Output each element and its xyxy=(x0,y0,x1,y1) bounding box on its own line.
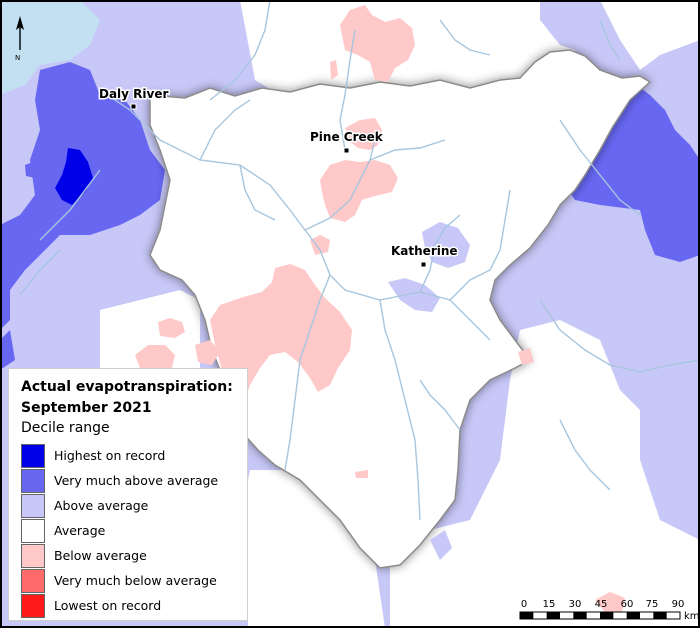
north-arrow-icon xyxy=(16,16,24,50)
legend-swatch-very-much-above xyxy=(21,468,45,493)
daly-river-marker xyxy=(130,103,137,110)
legend-label-below: Below average xyxy=(54,548,147,563)
legend-label-very-much-above: Very much above average xyxy=(54,473,219,488)
daly-river-label: Daly River xyxy=(99,87,168,101)
below-average-west-1 xyxy=(158,318,185,338)
legend-swatch-very-much-below xyxy=(21,568,45,593)
north-label: N xyxy=(15,54,20,62)
very-much-above-average-southwest xyxy=(0,330,15,370)
legend-item-lowest: Lowest on record xyxy=(21,593,237,618)
legend-label-very-much-below: Very much below average xyxy=(54,573,217,588)
river-network xyxy=(19,0,700,521)
below-average-west-2 xyxy=(135,345,175,372)
scale-tick-45: 45 xyxy=(595,599,608,610)
katherine-label: Katherine xyxy=(391,244,458,258)
legend-label-lowest: Lowest on record xyxy=(54,598,162,613)
below-average-west-3 xyxy=(195,340,220,365)
scale-tick-60: 60 xyxy=(621,599,634,610)
above-average-southeast-catchment xyxy=(430,530,452,560)
highest-on-record-region xyxy=(55,148,93,205)
below-average-south-small xyxy=(355,470,368,478)
legend-item-very-much-below: Very much below average xyxy=(21,568,237,593)
average-region-southeast-2 xyxy=(560,450,640,560)
legend-item-above: Above average xyxy=(21,493,237,518)
scale-tick-30: 30 xyxy=(569,599,582,610)
above-average-katherine-2 xyxy=(388,278,440,312)
scale-tick-0: 0 xyxy=(521,599,527,610)
legend-swatch-below xyxy=(21,543,45,568)
legend-period: September 2021 xyxy=(21,400,152,416)
legend-item-below: Below average xyxy=(21,543,237,568)
very-much-above-average-west xyxy=(0,62,165,330)
scale-tick-15: 15 xyxy=(543,599,556,610)
legend-swatch-highest xyxy=(21,443,45,468)
legend-label-average: Average xyxy=(54,523,106,538)
scale-unit: km xyxy=(684,611,700,622)
below-average-east-small xyxy=(518,348,534,365)
legend-label-highest: Highest on record xyxy=(54,448,166,463)
very-much-above-average-small xyxy=(25,160,44,178)
legend-item-highest: Highest on record xyxy=(21,443,237,468)
below-average-bottom xyxy=(595,592,625,612)
legend-item-average: Average xyxy=(21,518,237,543)
legend-item-very-much-above: Very much above average xyxy=(21,468,237,493)
legend-swatch-average xyxy=(21,518,45,543)
average-region-west xyxy=(100,290,200,380)
below-average-mid xyxy=(310,235,330,255)
pine-creek-marker xyxy=(343,147,350,154)
legend-title: Actual evapotranspiration: xyxy=(21,379,233,395)
scale-tick-75: 75 xyxy=(646,599,659,610)
katherine-marker xyxy=(420,261,427,268)
average-region-east xyxy=(600,0,700,70)
average-region-southeast xyxy=(390,320,700,628)
below-average-north-small xyxy=(330,60,338,80)
pine-creek-label: Pine Creek xyxy=(310,130,384,144)
legend-swatch-lowest xyxy=(21,593,45,618)
below-average-pine-creek xyxy=(345,118,382,150)
legend-swatch-above xyxy=(21,493,45,518)
scale-tick-90: 90 xyxy=(672,599,685,610)
legend-label-above: Above average xyxy=(54,498,149,513)
above-average-katherine-1 xyxy=(422,222,470,268)
sea xyxy=(0,0,100,95)
below-average-north xyxy=(340,5,415,82)
legend-subtitle: Decile range xyxy=(21,420,110,436)
legend: Actual evapotranspiration: September 202… xyxy=(8,368,248,621)
scale-bar xyxy=(519,611,681,620)
below-average-central xyxy=(320,160,398,222)
